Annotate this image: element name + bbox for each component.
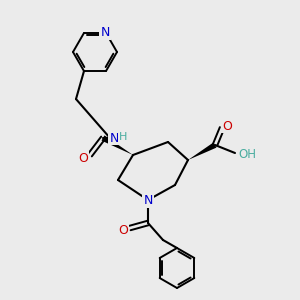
Text: N: N <box>109 131 119 145</box>
Text: H: H <box>119 132 127 142</box>
Text: N: N <box>143 194 153 208</box>
Polygon shape <box>101 135 133 155</box>
Text: O: O <box>222 119 232 133</box>
Text: O: O <box>118 224 128 236</box>
Text: N: N <box>100 26 110 39</box>
Text: O: O <box>78 152 88 164</box>
Text: OH: OH <box>238 148 256 160</box>
Polygon shape <box>188 142 217 160</box>
